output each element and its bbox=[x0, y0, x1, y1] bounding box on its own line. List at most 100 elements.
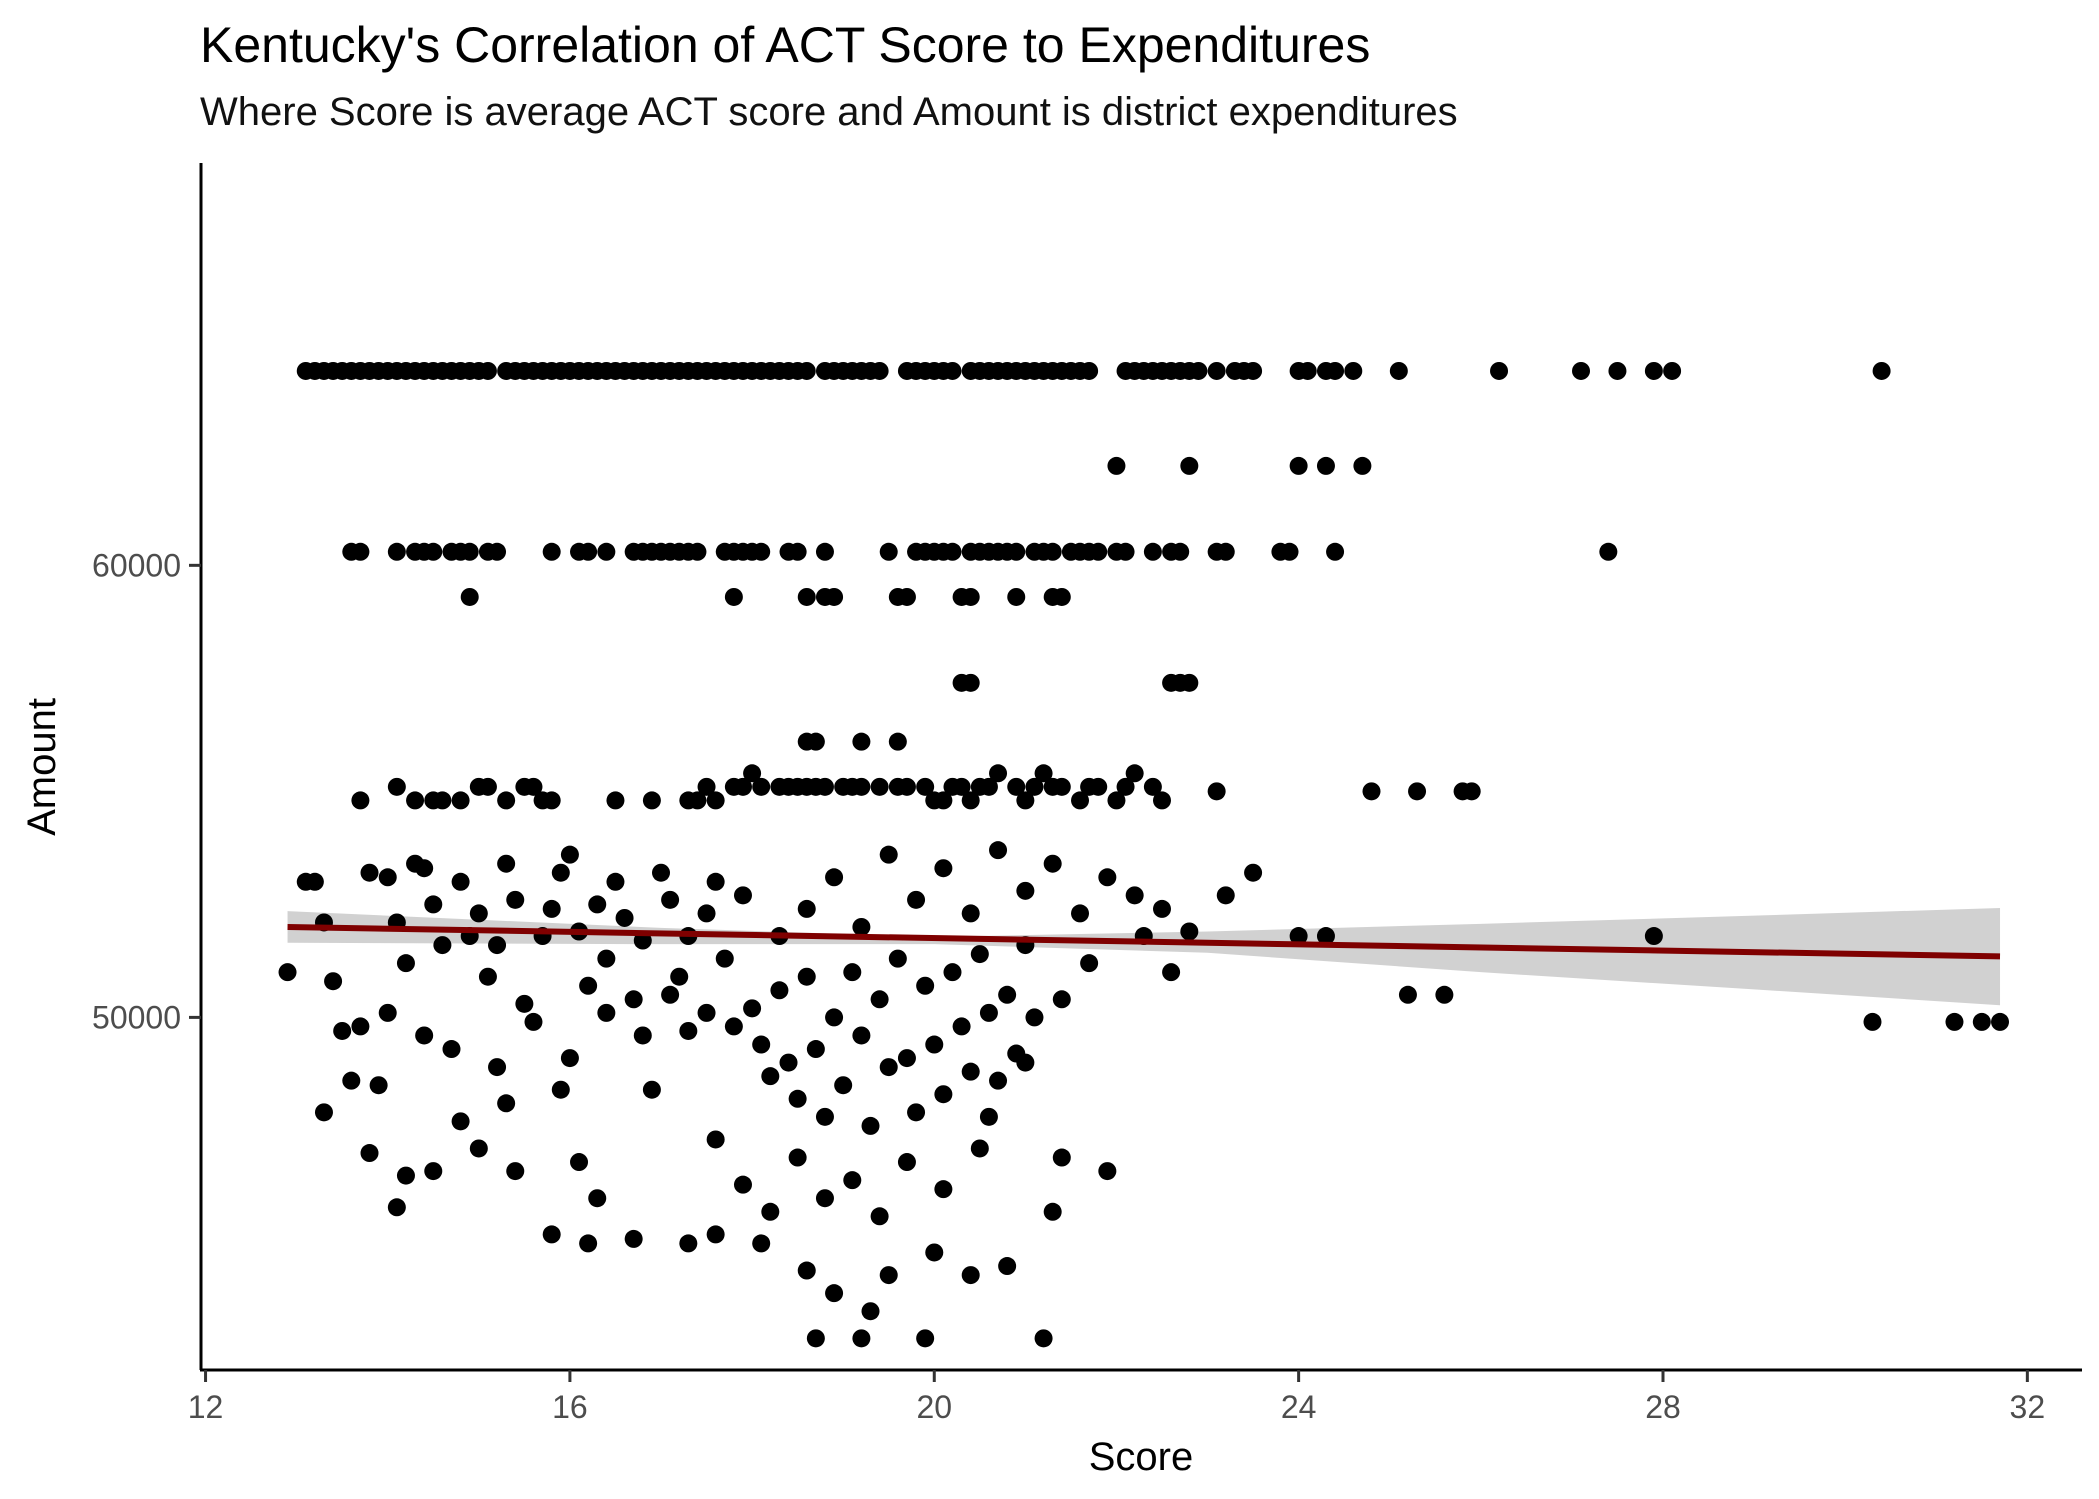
data-point bbox=[633, 1026, 652, 1045]
y-axis-title: Amount bbox=[20, 698, 64, 836]
data-point bbox=[770, 981, 789, 1000]
data-point bbox=[870, 990, 889, 1009]
data-point bbox=[1107, 791, 1126, 810]
data-point bbox=[1216, 886, 1235, 905]
data-point bbox=[1326, 542, 1345, 561]
data-point bbox=[1207, 361, 1226, 380]
data-point bbox=[642, 791, 661, 810]
data-point bbox=[788, 1148, 807, 1167]
chart-subtitle: Where Score is average ACT score and Amo… bbox=[200, 90, 1458, 134]
data-point bbox=[825, 1284, 844, 1303]
data-point bbox=[624, 990, 643, 1009]
data-point bbox=[1007, 777, 1026, 796]
data-point bbox=[351, 1017, 370, 1036]
data-point bbox=[560, 1049, 579, 1068]
data-point bbox=[424, 1162, 443, 1181]
data-point bbox=[1398, 985, 1417, 1004]
x-tick-label: 12 bbox=[188, 1389, 224, 1425]
trend-line-layer bbox=[287, 923, 2001, 960]
data-point bbox=[952, 1017, 971, 1036]
data-point bbox=[888, 949, 907, 968]
data-point bbox=[706, 872, 725, 891]
data-point bbox=[1991, 1012, 2010, 1031]
x-tick-label: 16 bbox=[552, 1389, 588, 1425]
data-point bbox=[1043, 854, 1062, 873]
data-point bbox=[342, 1071, 361, 1090]
data-point bbox=[360, 863, 379, 882]
data-point bbox=[797, 1261, 816, 1280]
data-point bbox=[1071, 791, 1090, 810]
data-point bbox=[961, 791, 980, 810]
data-point bbox=[460, 587, 479, 606]
data-point bbox=[715, 949, 734, 968]
data-point bbox=[451, 872, 470, 891]
data-point bbox=[1080, 361, 1099, 380]
data-point bbox=[970, 945, 989, 964]
data-point bbox=[415, 1026, 434, 1045]
data-point bbox=[1353, 456, 1372, 475]
data-point bbox=[378, 1003, 397, 1022]
data-point bbox=[943, 361, 962, 380]
x-tick-label: 20 bbox=[916, 1389, 952, 1425]
data-point bbox=[1189, 361, 1208, 380]
data-point bbox=[506, 1162, 525, 1181]
data-point bbox=[1016, 1053, 1035, 1072]
data-point bbox=[524, 1012, 543, 1031]
data-point bbox=[1599, 542, 1618, 561]
data-point bbox=[542, 791, 561, 810]
data-point bbox=[1298, 361, 1317, 380]
data-point bbox=[852, 917, 871, 936]
data-point bbox=[989, 841, 1008, 860]
y-tick-label: 60000 bbox=[92, 547, 181, 583]
data-point bbox=[396, 954, 415, 973]
confidence-band bbox=[287, 907, 2001, 1006]
data-point bbox=[989, 764, 1008, 783]
data-point bbox=[843, 963, 862, 982]
data-point bbox=[1462, 782, 1481, 801]
data-point bbox=[979, 1003, 998, 1022]
data-point bbox=[570, 1153, 589, 1172]
data-point bbox=[615, 908, 634, 927]
trend-line bbox=[287, 923, 2001, 960]
data-point bbox=[606, 872, 625, 891]
data-point bbox=[1143, 777, 1162, 796]
data-point bbox=[752, 1035, 771, 1054]
data-point bbox=[688, 542, 707, 561]
data-point bbox=[1171, 542, 1190, 561]
data-point bbox=[1289, 927, 1308, 946]
data-point bbox=[1125, 764, 1144, 783]
data-point bbox=[1143, 542, 1162, 561]
x-tick-label: 32 bbox=[2010, 1389, 2046, 1425]
data-point bbox=[870, 361, 889, 380]
data-point bbox=[497, 1094, 516, 1113]
data-point bbox=[961, 1062, 980, 1081]
data-point bbox=[351, 542, 370, 561]
data-point bbox=[897, 777, 916, 796]
data-point bbox=[415, 859, 434, 878]
data-point bbox=[1289, 456, 1308, 475]
data-point bbox=[961, 1266, 980, 1285]
data-point bbox=[1316, 927, 1335, 946]
data-point bbox=[1080, 954, 1099, 973]
data-point bbox=[852, 1329, 871, 1348]
data-point bbox=[916, 777, 935, 796]
data-point bbox=[314, 1103, 333, 1122]
data-point bbox=[797, 899, 816, 918]
data-point bbox=[579, 976, 598, 995]
data-point bbox=[542, 899, 561, 918]
data-point bbox=[451, 791, 470, 810]
data-point bbox=[1872, 361, 1891, 380]
data-point bbox=[679, 1234, 698, 1253]
data-point bbox=[815, 1107, 834, 1126]
chart-title: Kentucky's Correlation of ACT Score to E… bbox=[200, 17, 1371, 73]
data-point bbox=[998, 1257, 1017, 1276]
data-point bbox=[469, 1139, 488, 1158]
data-point bbox=[934, 859, 953, 878]
data-point bbox=[497, 854, 516, 873]
data-point bbox=[1326, 361, 1345, 380]
data-point bbox=[1052, 990, 1071, 1009]
points-layer bbox=[278, 361, 2010, 1348]
data-point bbox=[825, 587, 844, 606]
data-point bbox=[424, 542, 443, 561]
